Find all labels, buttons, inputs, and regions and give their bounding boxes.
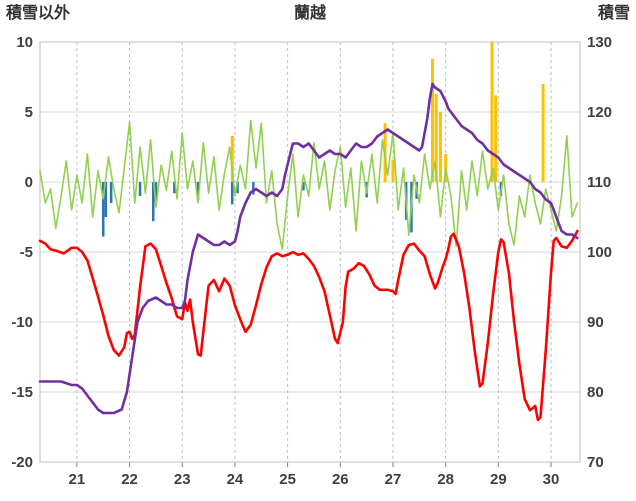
blue-bars bbox=[138, 182, 142, 196]
x-axis-tick-label: 24 bbox=[227, 471, 244, 488]
orange-bars bbox=[541, 84, 545, 182]
left-axis-tick-label: 0 bbox=[25, 174, 33, 191]
blue-bars bbox=[104, 182, 108, 217]
orange-bars bbox=[230, 135, 234, 182]
red-line bbox=[38, 229, 579, 422]
blue-bars bbox=[196, 182, 200, 201]
left-axis-tick-label: -5 bbox=[20, 244, 33, 261]
orange-bars bbox=[434, 93, 438, 182]
green-line bbox=[39, 119, 579, 250]
orange-bars bbox=[438, 112, 442, 182]
blue-bars bbox=[231, 182, 234, 205]
left-axis-tick-label: -10 bbox=[11, 314, 33, 331]
x-axis-tick-label: 23 bbox=[174, 471, 191, 488]
chart-title: 蘭越 bbox=[293, 5, 326, 22]
x-axis-tick-label: 21 bbox=[69, 471, 86, 488]
left-axis-tick-label: -20 bbox=[11, 454, 33, 471]
blue-bars bbox=[252, 182, 255, 195]
blue-bars bbox=[173, 182, 176, 194]
x-axis-tick-label: 30 bbox=[543, 471, 560, 488]
left-axis-tick-label: -15 bbox=[11, 384, 33, 401]
left-axis-tick-label: 10 bbox=[16, 34, 33, 51]
x-axis-tick-label: 22 bbox=[121, 471, 138, 488]
blue-bars bbox=[102, 182, 105, 237]
orange-bars bbox=[490, 42, 494, 182]
right-axis-title: 積雪 bbox=[597, 5, 630, 22]
blue-bars bbox=[302, 182, 305, 191]
blue-bars bbox=[236, 182, 239, 194]
x-axis-tick-label: 28 bbox=[437, 471, 454, 488]
orange-bars bbox=[431, 58, 434, 182]
x-axis-tick-label: 29 bbox=[490, 471, 507, 488]
blue-bars bbox=[152, 182, 155, 222]
right-axis-tick-label: 120 bbox=[587, 104, 612, 121]
right-axis-tick-label: 70 bbox=[587, 454, 604, 471]
purple-line bbox=[38, 82, 579, 415]
orange-bars bbox=[391, 159, 395, 182]
x-axis-tick-label: 27 bbox=[385, 471, 402, 488]
blue-bars bbox=[154, 182, 158, 199]
right-axis-tick-label: 110 bbox=[587, 174, 611, 191]
right-axis-tick-label: 100 bbox=[587, 244, 612, 261]
left-axis-tick-label: 5 bbox=[25, 104, 33, 121]
plot-border bbox=[39, 41, 581, 463]
x-axis-tick-label: 25 bbox=[279, 471, 296, 488]
right-axis-tick-label: 130 bbox=[587, 34, 612, 51]
blue-bars bbox=[109, 182, 113, 203]
right-axis-tick-label: 90 bbox=[587, 314, 604, 331]
left-axis-title: 積雪以外 bbox=[6, 5, 71, 22]
right-axis-tick-label: 80 bbox=[587, 384, 604, 401]
x-axis-tick-label: 26 bbox=[332, 471, 349, 488]
orange-bars bbox=[494, 95, 498, 182]
